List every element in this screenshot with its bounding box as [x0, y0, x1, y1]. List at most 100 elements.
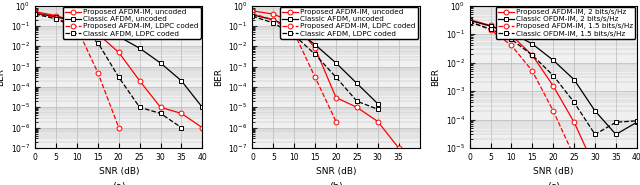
Classic AFDM, LDPC coded [177, 127, 185, 129]
Proposed AFDM-IM, 1.5 bits/s/Hz [570, 155, 578, 158]
Classic AFDM, LDPC coded [269, 22, 277, 24]
Classic AFDM, uncoded [311, 43, 319, 46]
Proposed AFDM-IM, 1.5 bits/s/Hz [508, 44, 515, 46]
Line: Proposed AFDM-IM, uncoded: Proposed AFDM-IM, uncoded [33, 9, 205, 130]
Legend: Proposed AFDM-IM, uncoded, Classic AFDM, uncoded, Proposed AFDM-IM, LDPC coded, : Proposed AFDM-IM, uncoded, Classic AFDM,… [63, 7, 201, 39]
Proposed AFDM-IM, uncoded [332, 97, 340, 99]
Proposed AFDM-IM, 2 bits/s/Hz [549, 85, 557, 87]
Classic OFDM-IM, 1.5 bits/s/Hz [591, 133, 599, 136]
Classic OFDM-IM, 2 bits/s/Hz [487, 25, 495, 27]
Line: Proposed AFDM-IM, LDPC coded: Proposed AFDM-IM, LDPC coded [250, 11, 339, 124]
Classic AFDM, LDPC coded [94, 42, 102, 44]
Proposed AFDM-IM, LDPC coded [94, 72, 102, 74]
Proposed AFDM-IM, LDPC coded [115, 127, 123, 129]
Classic AFDM, uncoded [353, 82, 361, 85]
Classic OFDM-IM, 1.5 bits/s/Hz [549, 74, 557, 77]
Classic OFDM-IM, 1.5 bits/s/Hz [508, 38, 515, 41]
Classic AFDM, LDPC coded [248, 15, 256, 17]
Classic AFDM, uncoded [73, 21, 81, 23]
Classic AFDM, LDPC coded [52, 18, 60, 20]
Proposed AFDM-IM, 2 bits/s/Hz [570, 121, 578, 123]
Classic AFDM, uncoded [248, 14, 256, 16]
Proposed AFDM-IM, uncoded [177, 112, 185, 115]
Classic AFDM, uncoded [94, 27, 102, 29]
Classic AFDM, uncoded [269, 19, 277, 21]
Proposed AFDM-IM, uncoded [353, 106, 361, 108]
Classic AFDM, LDPC coded [291, 34, 298, 36]
Classic AFDM, uncoded [115, 36, 123, 38]
Title: (c): (c) [547, 181, 560, 185]
Classic AFDM, uncoded [291, 28, 298, 30]
Classic OFDM-IM, 2 bits/s/Hz [570, 79, 578, 81]
Line: Proposed AFDM-IM, LDPC coded: Proposed AFDM-IM, LDPC coded [33, 11, 121, 130]
Proposed AFDM-IM, uncoded [157, 106, 164, 108]
Proposed AFDM-IM, uncoded [73, 21, 81, 23]
Classic AFDM, LDPC coded [115, 76, 123, 78]
Classic OFDM-IM, 2 bits/s/Hz [466, 19, 474, 22]
Classic OFDM-IM, 1.5 bits/s/Hz [529, 54, 536, 56]
Classic OFDM-IM, 1.5 bits/s/Hz [570, 101, 578, 103]
Proposed AFDM-IM, 1.5 bits/s/Hz [549, 110, 557, 112]
Line: Classic AFDM, uncoded: Classic AFDM, uncoded [33, 11, 205, 110]
Classic AFDM, LDPC coded [157, 112, 164, 115]
Classic AFDM, LDPC coded [73, 27, 81, 29]
Classic AFDM, uncoded [332, 62, 340, 64]
X-axis label: SNR (dB): SNR (dB) [99, 167, 139, 176]
Proposed AFDM-IM, LDPC coded [248, 13, 256, 15]
Proposed AFDM-IM, uncoded [269, 13, 277, 15]
X-axis label: SNR (dB): SNR (dB) [533, 167, 573, 176]
Proposed AFDM-IM, uncoded [52, 14, 60, 17]
Classic AFDM, LDPC coded [31, 13, 39, 15]
Classic AFDM, LDPC coded [353, 100, 361, 102]
Line: Classic AFDM, LDPC coded: Classic AFDM, LDPC coded [33, 12, 184, 130]
Proposed AFDM-IM, 1.5 bits/s/Hz [487, 29, 495, 31]
Classic AFDM, uncoded [52, 16, 60, 18]
Classic OFDM-IM, 2 bits/s/Hz [633, 121, 640, 123]
Line: Classic AFDM, LDPC coded: Classic AFDM, LDPC coded [250, 14, 380, 112]
Proposed AFDM-IM, LDPC coded [31, 12, 39, 14]
Line: Classic OFDM-IM, 1.5 bits/s/Hz: Classic OFDM-IM, 1.5 bits/s/Hz [467, 20, 639, 137]
Proposed AFDM-IM, 1.5 bits/s/Hz [529, 70, 536, 72]
Proposed AFDM-IM, 2 bits/s/Hz [529, 54, 536, 56]
Line: Proposed AFDM-IM, uncoded: Proposed AFDM-IM, uncoded [250, 8, 401, 150]
Proposed AFDM-IM, uncoded [248, 10, 256, 12]
Proposed AFDM-IM, LDPC coded [291, 32, 298, 34]
Classic AFDM, LDPC coded [374, 108, 381, 110]
Classic OFDM-IM, 2 bits/s/Hz [549, 59, 557, 61]
Proposed AFDM-IM, 1.5 bits/s/Hz [466, 20, 474, 22]
Y-axis label: BER: BER [431, 68, 440, 86]
Classic AFDM, LDPC coded [311, 53, 319, 55]
Proposed AFDM-IM, uncoded [374, 120, 381, 123]
Title: (a): (a) [112, 181, 125, 185]
Proposed AFDM-IM, LDPC coded [311, 76, 319, 78]
Line: Classic OFDM-IM, 2 bits/s/Hz: Classic OFDM-IM, 2 bits/s/Hz [467, 18, 639, 137]
Line: Proposed AFDM-IM, 1.5 bits/s/Hz: Proposed AFDM-IM, 1.5 bits/s/Hz [467, 19, 577, 159]
Proposed AFDM-IM, uncoded [136, 80, 143, 82]
Line: Proposed AFDM-IM, 2 bits/s/Hz: Proposed AFDM-IM, 2 bits/s/Hz [467, 17, 598, 170]
Proposed AFDM-IM, LDPC coded [269, 19, 277, 21]
Proposed AFDM-IM, uncoded [94, 33, 102, 35]
Legend: Proposed AFDM-IM, 2 bits/s/Hz, Classic OFDM-IM, 2 bits/s/Hz, Proposed AFDM-IM, 1: Proposed AFDM-IM, 2 bits/s/Hz, Classic O… [496, 7, 636, 39]
Proposed AFDM-IM, 2 bits/s/Hz [508, 34, 515, 36]
Classic OFDM-IM, 2 bits/s/Hz [508, 32, 515, 34]
Proposed AFDM-IM, uncoded [31, 11, 39, 13]
Classic AFDM, uncoded [198, 106, 206, 108]
Y-axis label: BER: BER [214, 68, 223, 86]
Legend: Proposed AFDM-IM, uncoded, Classic AFDM, uncoded, Proposed AFDM-IM, LDPC coded, : Proposed AFDM-IM, uncoded, Classic AFDM,… [280, 7, 418, 39]
Proposed AFDM-IM, uncoded [311, 47, 319, 49]
Classic OFDM-IM, 2 bits/s/Hz [529, 43, 536, 45]
Classic AFDM, uncoded [177, 80, 185, 82]
Proposed AFDM-IM, uncoded [395, 147, 403, 149]
Line: Classic AFDM, uncoded: Classic AFDM, uncoded [250, 12, 380, 106]
Classic OFDM-IM, 1.5 bits/s/Hz [612, 121, 620, 123]
Proposed AFDM-IM, 2 bits/s/Hz [487, 24, 495, 27]
Classic AFDM, uncoded [374, 103, 381, 105]
Classic AFDM, uncoded [157, 62, 164, 64]
Classic OFDM-IM, 1.5 bits/s/Hz [466, 21, 474, 23]
Classic OFDM-IM, 1.5 bits/s/Hz [633, 120, 640, 122]
Classic OFDM-IM, 2 bits/s/Hz [591, 110, 599, 112]
Proposed AFDM-IM, LDPC coded [332, 120, 340, 123]
Proposed AFDM-IM, 2 bits/s/Hz [591, 167, 599, 169]
Classic AFDM, uncoded [31, 12, 39, 14]
Proposed AFDM-IM, uncoded [115, 51, 123, 53]
